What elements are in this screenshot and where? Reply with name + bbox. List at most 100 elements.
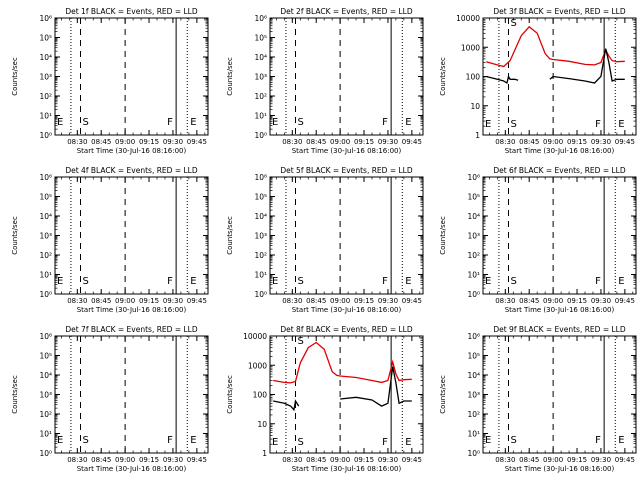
x-tick-label: 08:45 bbox=[519, 456, 539, 464]
x-tick-label: 09:45 bbox=[402, 456, 422, 464]
marker-letter: E bbox=[618, 119, 624, 130]
marker-letter: E bbox=[485, 435, 491, 446]
y-tick-label: 10⁶ bbox=[467, 332, 480, 341]
x-tick-label: 09:15 bbox=[139, 138, 159, 146]
x-tick-label: 09:00 bbox=[543, 456, 563, 464]
marker-letter: F bbox=[167, 276, 173, 287]
y-tick-label: 10³ bbox=[467, 232, 480, 241]
x-tick-label: 08:45 bbox=[306, 456, 326, 464]
y-tick-label: 10¹ bbox=[39, 271, 52, 280]
y-tick-label: 10² bbox=[254, 92, 267, 101]
y-tick-label: 10¹ bbox=[39, 430, 52, 439]
y-tick-label: 10⁴ bbox=[39, 53, 52, 62]
y-tick-label: 10⁵ bbox=[467, 352, 480, 361]
marker-letter: E bbox=[57, 435, 63, 446]
y-tick-label: 10¹ bbox=[467, 271, 480, 280]
panel-title: Det 1f BLACK = Events, RED = LLD bbox=[65, 7, 198, 16]
lld-series-line bbox=[486, 25, 625, 68]
plot-frame bbox=[54, 335, 209, 454]
panel-title: Det 3f BLACK = Events, RED = LLD bbox=[493, 7, 626, 16]
plot-frame bbox=[54, 17, 209, 136]
x-tick-label: 09:30 bbox=[163, 138, 183, 146]
y-tick-label: 10⁶ bbox=[467, 173, 480, 182]
plot-frame bbox=[482, 176, 637, 295]
panel-title: Det 7f BLACK = Events, RED = LLD bbox=[65, 325, 198, 334]
y-tick-label: 10³ bbox=[467, 391, 480, 400]
x-axis-label: Start Time (30-Jul-16 08:16:00) bbox=[505, 306, 615, 314]
marker-letter: S bbox=[511, 435, 517, 446]
x-tick-label: 09:00 bbox=[543, 297, 563, 305]
x-tick-label: 08:45 bbox=[91, 138, 111, 146]
y-tick-label: 10² bbox=[39, 410, 52, 419]
y-tick-label: 10⁶ bbox=[39, 173, 52, 182]
marker-letter: S bbox=[83, 435, 89, 446]
marker-letter: E bbox=[272, 117, 278, 128]
x-tick-label: 08:45 bbox=[306, 138, 326, 146]
x-tick-label: 09:30 bbox=[591, 297, 611, 305]
y-tick-label: 10⁴ bbox=[39, 212, 52, 221]
x-tick-label: 08:30 bbox=[282, 297, 302, 305]
y-tick-label: 10³ bbox=[254, 232, 267, 241]
x-tick-label: 08:30 bbox=[282, 456, 302, 464]
y-tick-label: 10⁶ bbox=[254, 14, 267, 23]
x-tick-label: 09:45 bbox=[615, 138, 635, 146]
y-tick-label: 10¹ bbox=[467, 430, 480, 439]
marker-letter: F bbox=[382, 437, 388, 448]
events-series-line bbox=[486, 48, 625, 85]
x-tick-label: 09:30 bbox=[591, 138, 611, 146]
x-tick-label: 09:00 bbox=[115, 138, 135, 146]
y-tick-label: 10⁰ bbox=[39, 131, 52, 140]
detector-panel: Det 2f BLACK = Events, RED = LLD 10⁰ 10¹ 10… bbox=[226, 7, 424, 155]
marker-letter: S bbox=[511, 119, 517, 130]
plot-frame bbox=[269, 176, 424, 295]
plot-frame bbox=[269, 335, 424, 454]
x-tick-label: 09:15 bbox=[567, 456, 587, 464]
y-axis-label: Counts/sec bbox=[226, 216, 234, 255]
x-axis-label: Start Time (30-Jul-16 08:16:00) bbox=[292, 306, 402, 314]
x-tick-label: 09:15 bbox=[139, 456, 159, 464]
panel-title: Det 4f BLACK = Events, RED = LLD bbox=[65, 166, 198, 175]
detector-panel: Det 1f BLACK = Events, RED = LLD 10⁰ 10¹ 10… bbox=[11, 7, 209, 155]
x-tick-label: 08:45 bbox=[91, 297, 111, 305]
x-tick-label: 09:30 bbox=[163, 456, 183, 464]
marker-letter: S bbox=[83, 117, 89, 128]
x-tick-label: 09:45 bbox=[615, 456, 635, 464]
marker-letter: E bbox=[57, 276, 63, 287]
x-tick-label: 08:45 bbox=[306, 297, 326, 305]
marker-letter: F bbox=[167, 117, 173, 128]
y-tick-label: 10⁴ bbox=[39, 371, 52, 380]
x-tick-label: 09:00 bbox=[543, 138, 563, 146]
plot-frame bbox=[482, 17, 637, 136]
x-tick-label: 09:00 bbox=[115, 456, 135, 464]
plot-frame bbox=[482, 335, 637, 454]
marker-letter: E bbox=[485, 119, 491, 130]
x-tick-label: 09:45 bbox=[402, 138, 422, 146]
y-tick-label: 1 bbox=[475, 131, 480, 140]
x-tick-label: 09:15 bbox=[354, 456, 374, 464]
y-axis-label: Counts/sec bbox=[226, 375, 234, 414]
x-axis-label: Start Time (30-Jul-16 08:16:00) bbox=[292, 465, 402, 473]
panel-title: Det 8f BLACK = Events, RED = LLD bbox=[280, 325, 413, 334]
y-tick-label: 10¹ bbox=[39, 112, 52, 121]
x-tick-label: 09:15 bbox=[354, 297, 374, 305]
plot-frame bbox=[54, 176, 209, 295]
plot-frame bbox=[269, 17, 424, 136]
marker-letter: E bbox=[618, 435, 624, 446]
x-tick-label: 08:30 bbox=[67, 456, 87, 464]
x-tick-label: 09:00 bbox=[330, 297, 350, 305]
marker-letter: E bbox=[190, 276, 196, 287]
marker-letter: S bbox=[83, 276, 89, 287]
x-tick-label: 09:45 bbox=[187, 138, 207, 146]
x-tick-label: 09:30 bbox=[378, 456, 398, 464]
marker-letter: F bbox=[382, 276, 388, 287]
marker-letter: E bbox=[485, 276, 491, 287]
x-tick-label: 08:30 bbox=[495, 456, 515, 464]
x-tick-label: 09:15 bbox=[354, 138, 374, 146]
x-axis-label: Start Time (30-Jul-16 08:16:00) bbox=[77, 147, 187, 155]
x-axis-label: Start Time (30-Jul-16 08:16:00) bbox=[77, 465, 187, 473]
x-tick-label: 09:15 bbox=[567, 138, 587, 146]
x-tick-label: 09:30 bbox=[163, 297, 183, 305]
marker-letter: E bbox=[405, 276, 411, 287]
x-tick-label: 09:30 bbox=[591, 456, 611, 464]
marker-letter: F bbox=[382, 117, 388, 128]
